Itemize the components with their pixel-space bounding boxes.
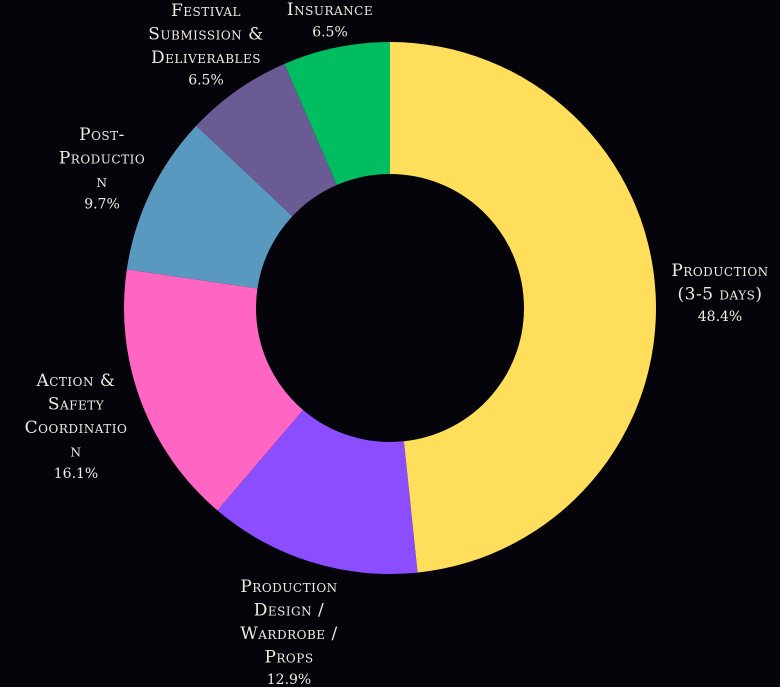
slice-label-line: Action & <box>35 371 115 391</box>
slice-label-insurance: Insurance 6.5% <box>287 0 373 41</box>
slice-label-line: Post- <box>79 125 125 145</box>
slice-action-safety-coordinatio-n <box>123 269 304 511</box>
slice-label-post-productio-n: Post- Productio n 9.7% <box>59 125 145 213</box>
slice-label-line: Coordinatio <box>25 418 128 438</box>
slice-percent-label: 12.9% <box>267 672 311 687</box>
slice-label-festival-submission-deliverables: Festival Submission & Deliverables 6.5% <box>148 1 263 89</box>
slice-label-production-3-5-days: Production (3-5 days) 48.4% <box>671 261 768 325</box>
slice-label-line: Wardrobe / <box>240 624 337 644</box>
slice-label-line: n <box>97 172 108 192</box>
slice-label-line: Safety <box>48 395 105 415</box>
slice-label-line: Festival <box>171 1 241 21</box>
slice-label-line: Submission & <box>148 25 263 45</box>
slice-percent-label: 6.5% <box>188 73 224 89</box>
slice-label-line: Productio <box>59 149 145 169</box>
slice-production-3-5-days <box>390 42 657 573</box>
slice-percent-label: 6.5% <box>312 25 348 41</box>
slice-label-line: Deliverables <box>151 48 261 68</box>
chart-slices <box>123 42 657 574</box>
slice-percent-label: 9.7% <box>84 197 120 213</box>
slice-label-production-design-wardrobe-props: Production Design / Wardrobe / Props 12.9% <box>240 577 337 687</box>
slice-label-line: Production <box>671 261 768 281</box>
slice-festival-submission-deliverables <box>196 63 337 217</box>
slice-post-productio-n <box>126 125 293 289</box>
slice-insurance <box>284 42 390 185</box>
slice-label-line: Production <box>240 577 337 597</box>
slice-production-design-wardrobe-props <box>217 409 418 574</box>
slice-label-line: n <box>71 442 82 462</box>
slice-label-line: Props <box>264 648 313 668</box>
chart-labels: Production(3-5 days)48.4%ProductionDesig… <box>25 0 768 687</box>
slice-percent-label: 16.1% <box>54 466 98 482</box>
slice-percent-label: 48.4% <box>698 309 742 325</box>
slice-label-action-safety-coordinatio-n: Action & Safety Coordinatio n 16.1% <box>25 371 128 482</box>
slice-label-line: Design / <box>254 601 325 621</box>
slice-label-line: (3-5 days) <box>678 285 763 305</box>
slice-label-line: Insurance <box>287 0 373 20</box>
